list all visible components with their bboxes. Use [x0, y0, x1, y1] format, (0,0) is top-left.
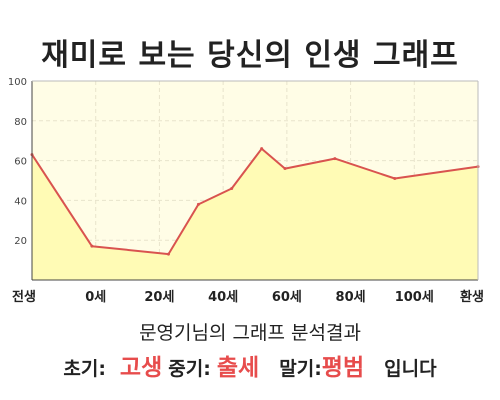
x-tick-label: 60세 [272, 290, 302, 305]
analysis-subtitle: 문영기님의 그래프 분석결과 [139, 322, 361, 344]
x-tick-label: 전생 [12, 289, 36, 305]
data-point [166, 252, 170, 256]
series-area [32, 148, 478, 280]
page-title: 재미로 보는 당신의 인생 그래프 [41, 38, 459, 73]
x-tick-label: 80세 [336, 290, 366, 305]
analysis-result: 초기: 고생 중기: 출세 말기:평범 입니다 [0, 348, 500, 382]
middle-value: 출세 [216, 355, 260, 381]
late-label: 말기: [279, 358, 322, 380]
series-line [31, 147, 479, 256]
y-tick-label: 80 [14, 117, 27, 128]
data-point [230, 186, 234, 190]
result-suffix: 입니다 [384, 358, 437, 380]
data-point [283, 167, 287, 171]
late-value: 평범 [321, 355, 365, 381]
x-tick-label: 40세 [208, 290, 238, 305]
y-tick-label: 100 [8, 77, 27, 88]
y-tick-label: 40 [14, 196, 27, 207]
y-tick-label: 20 [14, 236, 27, 247]
x-tick-label: 환생 [460, 289, 484, 305]
data-point [393, 177, 397, 181]
data-point [196, 202, 200, 206]
early-value: 고생 [119, 355, 163, 381]
early-label: 초기: [63, 358, 106, 380]
data-point [90, 244, 94, 248]
x-tick-label: 100세 [395, 290, 434, 305]
data-point [333, 157, 337, 161]
middle-label: 중기: [168, 358, 211, 380]
y-tick-label: 60 [14, 157, 27, 168]
x-tick-label: 0세 [85, 290, 106, 305]
x-tick-label: 20세 [144, 290, 174, 305]
data-point [260, 147, 264, 151]
